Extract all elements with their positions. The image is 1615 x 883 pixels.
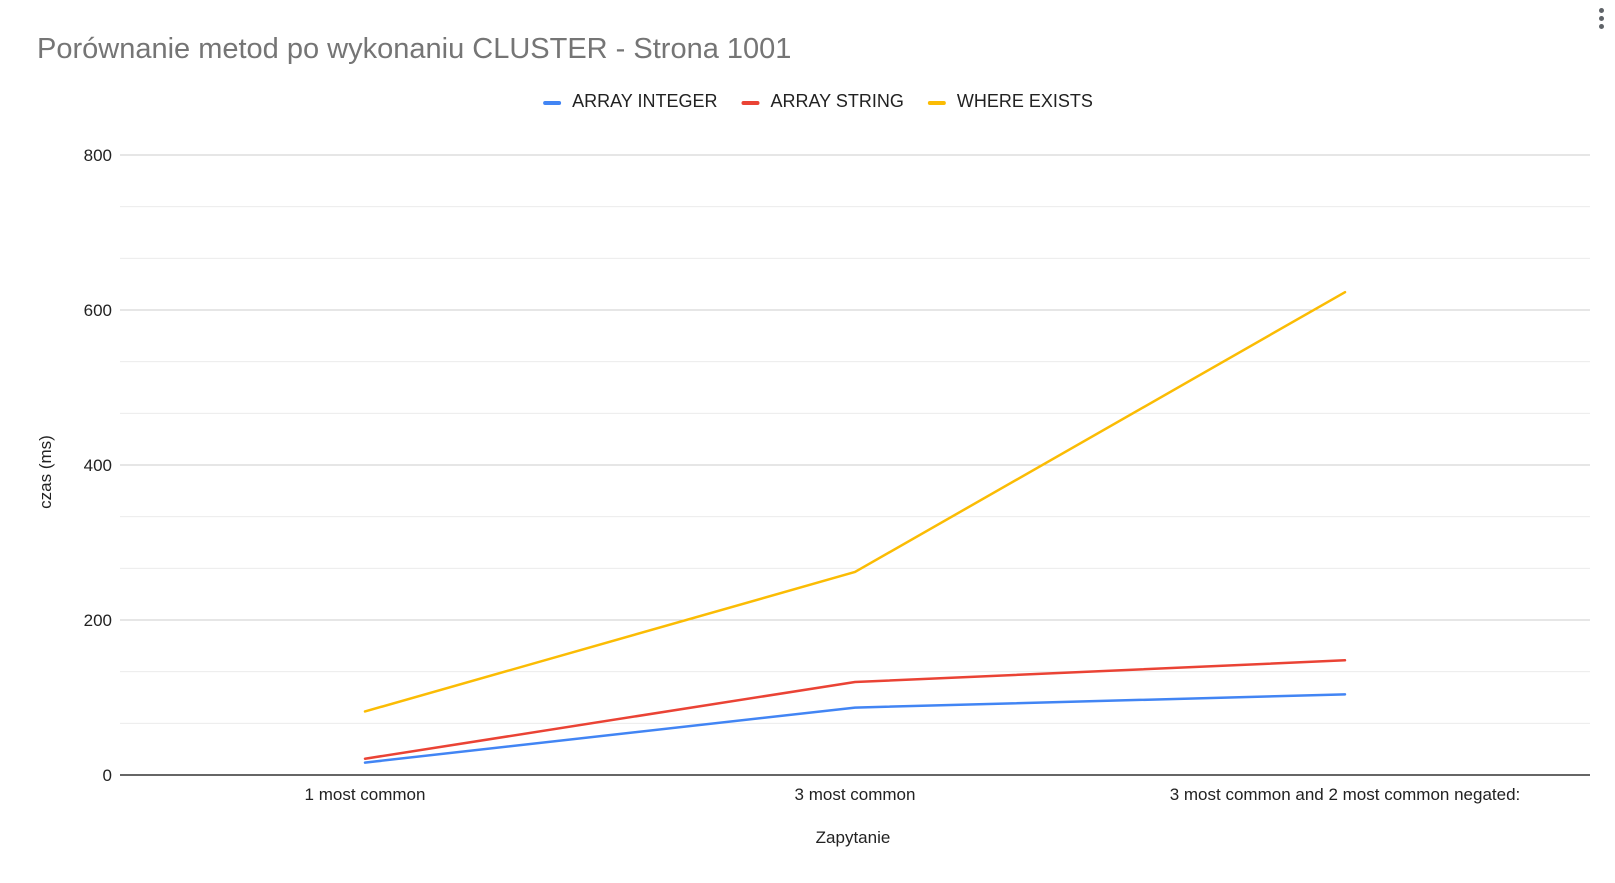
legend[interactable]: ARRAY INTEGER ARRAY STRING WHERE EXISTS (543, 91, 1093, 111)
legend-label[interactable]: ARRAY STRING (770, 91, 903, 111)
series-line-where-exists[interactable] (363, 290, 1347, 713)
series-lines (363, 290, 1347, 764)
x-axis-title: Zapytanie (816, 828, 891, 847)
y-tick-label: 0 (103, 766, 112, 785)
axes: 0 200 400 600 800 1 most common 3 most common 3… (84, 146, 1590, 804)
x-tick-label: 3 most common (795, 785, 916, 804)
legend-label[interactable]: WHERE EXISTS (957, 91, 1093, 111)
x-tick-label: 1 most common (305, 785, 426, 804)
y-axis-title: czas (ms) (36, 435, 55, 509)
x-tick-label: 3 most common and 2 most common negated: (1170, 785, 1521, 804)
legend-label[interactable]: ARRAY INTEGER (572, 91, 717, 111)
legend-swatch (927, 101, 946, 105)
gridlines (120, 154, 1590, 724)
y-tick-label: 600 (84, 301, 112, 320)
series-line-array-string[interactable] (363, 659, 1347, 760)
menu-dot (1598, 8, 1604, 13)
y-tick-label: 200 (84, 611, 112, 630)
y-tick-label: 800 (84, 146, 112, 165)
legend-swatch (741, 101, 760, 105)
more-options-icon[interactable] (1596, 8, 1606, 36)
legend-swatch (543, 101, 562, 105)
series-line-array-integer[interactable] (363, 693, 1347, 764)
chart-title: Porównanie metod po wykonaniu CLUSTER - … (37, 33, 792, 65)
menu-dot (1598, 24, 1604, 29)
y-tick-label: 400 (84, 456, 112, 475)
menu-dot (1598, 16, 1604, 21)
